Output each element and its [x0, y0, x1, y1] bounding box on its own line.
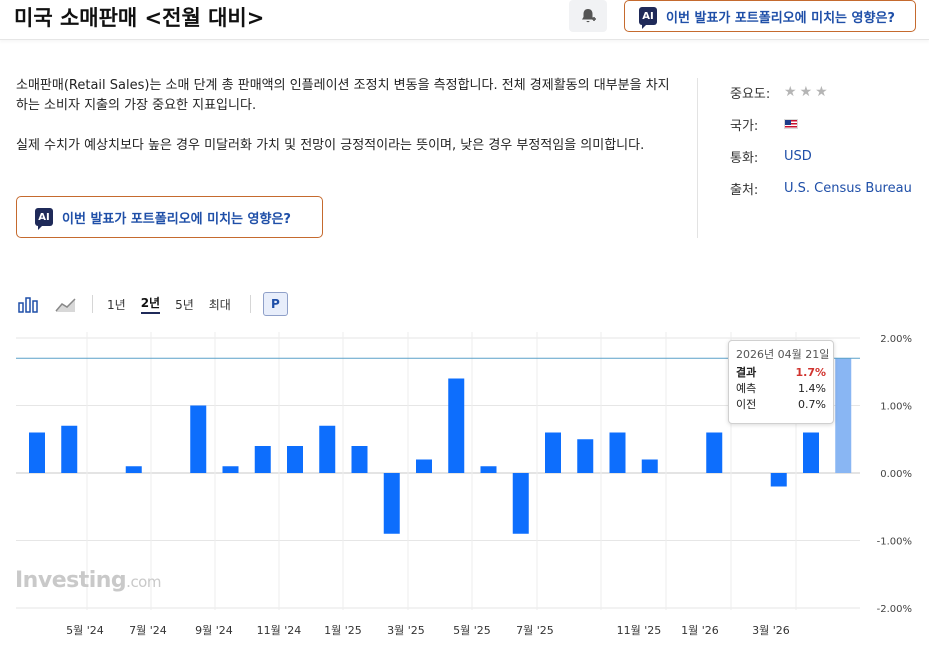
ai-icon: AI — [639, 7, 657, 29]
tooltip-value: 1.4% — [798, 382, 826, 395]
tooltip-label: 이전 — [736, 398, 757, 411]
page-title: 미국 소매판매 <전월 대비> — [14, 6, 265, 30]
area-chart-icon — [55, 298, 76, 312]
tooltip-value: 1.7% — [795, 366, 826, 379]
chart-bar — [125, 466, 142, 473]
source-label: 출처: — [730, 182, 759, 198]
country-row: 국가: — [730, 108, 912, 140]
x-tick-label: 3월 '26 — [752, 624, 790, 637]
event-description: 소매판매(Retail Sales)는 소매 단계 총 판매액의 인플레이션 조… — [16, 76, 676, 176]
investing-watermark: Investing.com — [15, 568, 161, 593]
chart-bar — [706, 432, 723, 473]
chart-bar — [61, 425, 78, 473]
chart-bar — [609, 432, 626, 473]
chart-bar — [351, 446, 368, 473]
event-meta: 중요도: ★ ★ ★ 국가: 통화: USD 출처: U.S. Census B… — [730, 76, 912, 204]
x-tick-label: 7월 '25 — [516, 624, 554, 637]
chart-bar — [448, 378, 465, 473]
x-tick-label: 11월 '24 — [257, 624, 302, 637]
x-tick-label: 11월 '25 — [617, 624, 662, 637]
ai-impact-label: 이번 발표가 포트폴리오에 미치는 영향은? — [62, 211, 291, 227]
bar-chart-icon — [18, 297, 38, 313]
toolbar-divider — [249, 295, 251, 313]
range-2y[interactable]: 2년 — [140, 294, 161, 314]
y-tick-label: 0.00% — [880, 469, 912, 480]
tooltip-label: 예측 — [736, 382, 757, 395]
star-icon: ★ — [784, 84, 797, 100]
currency-value[interactable]: USD — [784, 148, 812, 164]
chart-bar — [512, 473, 529, 534]
y-tick-label: 2.00% — [880, 334, 912, 345]
currency-label: 통화: — [730, 150, 759, 166]
country-label: 국가: — [730, 118, 759, 134]
chart-bar — [383, 473, 400, 534]
tooltip-date: 2026년 04월 21일 — [736, 348, 830, 361]
toolbar-divider — [92, 295, 93, 313]
chart-bar — [222, 466, 239, 473]
y-tick-label: -2.00% — [877, 604, 912, 615]
source-row: 출처: U.S. Census Bureau — [730, 172, 912, 204]
x-tick-label: 3월 '25 — [387, 624, 425, 637]
chart-bar — [577, 439, 594, 473]
page-header: 미국 소매판매 <전월 대비> AI 이번 발표가 포트폴리오에 미치는 영향은… — [0, 0, 929, 40]
chart-bar — [319, 425, 336, 473]
chart-bar — [835, 358, 852, 473]
description-paragraph: 실제 수치가 예상치보다 높은 경우 미달러화 가치 및 전망이 긍정적이라는 … — [16, 138, 645, 153]
ai-impact-button-top[interactable]: AI 이번 발표가 포트폴리오에 미치는 영향은? — [624, 0, 916, 32]
chart-bar — [29, 432, 45, 473]
star-icon: ★ — [815, 84, 828, 100]
add-alert-button[interactable] — [569, 0, 607, 32]
chart-bar — [254, 446, 271, 473]
preliminary-toggle[interactable]: P — [262, 292, 288, 316]
chart-toolbar: 1년 2년 5년 최대 P — [16, 290, 288, 318]
tooltip-label: 결과 — [736, 366, 757, 379]
importance-label: 중요도: — [730, 86, 771, 102]
currency-row: 통화: USD — [730, 140, 912, 172]
chart-bar — [641, 459, 658, 473]
chart-bar — [416, 459, 432, 473]
chart-bar — [770, 473, 787, 487]
range-1y[interactable]: 1년 — [107, 297, 126, 312]
importance-stars: ★ ★ ★ — [784, 84, 828, 100]
ai-impact-button[interactable]: AI 이번 발표가 포트폴리오에 미치는 영향은? — [16, 196, 323, 238]
x-tick-label: 1월 '26 — [681, 624, 719, 637]
tooltip-value: 0.7% — [798, 398, 826, 411]
bar-chart-toggle[interactable] — [16, 293, 40, 315]
chart-bar — [190, 405, 207, 473]
x-tick-label: 9월 '24 — [195, 624, 233, 637]
tooltip-row-previous: 이전 0.7% — [736, 397, 826, 413]
x-tick-label: 5월 '24 — [66, 624, 104, 637]
area-chart-toggle[interactable] — [54, 293, 78, 315]
bell-plus-icon — [582, 9, 596, 23]
star-icon: ★ — [799, 84, 813, 100]
chart-bar — [287, 446, 303, 473]
tooltip-row-forecast: 예측 1.4% — [736, 381, 826, 397]
retail-sales-chart[interactable]: 2.00% 1.00% 0.00% -1.00% -2.00% 5월 '24 7월 '24 9… — [0, 330, 929, 649]
us-flag-icon — [784, 119, 798, 129]
chart-bar — [545, 432, 561, 473]
chart-bar — [480, 466, 497, 473]
y-tick-label: 1.00% — [880, 402, 912, 413]
x-tick-label: 5월 '25 — [453, 624, 491, 637]
divider — [697, 78, 698, 238]
range-5y[interactable]: 5년 — [175, 297, 194, 312]
watermark-suffix: .com — [126, 573, 161, 591]
chart-tooltip: 2026년 04월 21일 결과 1.7% 예측 1.4% 이전 0.7% — [728, 340, 834, 424]
source-link[interactable]: U.S. Census Bureau — [784, 180, 912, 196]
x-tick-label: 1월 '25 — [324, 624, 362, 637]
watermark-brand: Investing — [15, 568, 127, 593]
ai-impact-label: 이번 발표가 포트폴리오에 미치는 영향은? — [666, 10, 895, 26]
y-tick-label: -1.00% — [877, 537, 912, 548]
tooltip-row-actual: 결과 1.7% — [736, 365, 826, 381]
chart-bar — [803, 432, 819, 473]
x-tick-label: 7월 '24 — [129, 624, 167, 637]
importance-row: 중요도: ★ ★ ★ — [730, 76, 912, 108]
ai-icon: AI — [35, 208, 53, 230]
range-max[interactable]: 최대 — [208, 297, 231, 312]
description-paragraph: 소매판매(Retail Sales)는 소매 단계 총 판매액의 인플레이션 조… — [16, 78, 670, 113]
